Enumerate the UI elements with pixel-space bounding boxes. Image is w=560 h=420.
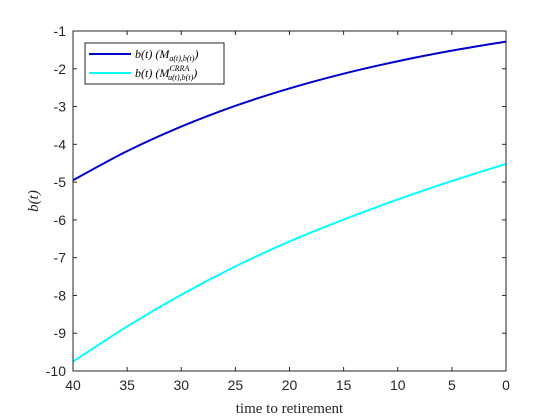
x-axis-label: time to retirement	[236, 401, 344, 417]
x-tick-label: 25	[228, 377, 244, 393]
legend-entry-1: b(t) (Ma(t),b(t))	[135, 47, 198, 63]
x-tick-label: 15	[336, 377, 352, 393]
series-line-2	[72, 163, 507, 363]
legend-entry-main: b(t) (M	[135, 47, 170, 61]
legend-entry-close: )	[192, 66, 197, 80]
legend-entry-close: )	[193, 47, 198, 61]
y-tick-label: -8	[54, 287, 67, 303]
x-tick-label: 40	[65, 377, 81, 393]
y-tick-label: -1	[54, 23, 67, 39]
legend-entry-subscript: a(t),b(t)	[169, 54, 194, 63]
x-tick-label: 30	[173, 377, 189, 393]
y-tick-label: -9	[54, 325, 67, 341]
x-tick-label: 35	[119, 377, 135, 393]
series-layer	[72, 40, 507, 363]
x-tick-label: 10	[390, 377, 406, 393]
y-tick-label: -6	[54, 212, 67, 228]
legend-entry-subscript: a(t),b(t)	[168, 73, 193, 82]
legend: b(t) (Ma(t),b(t))b(t) (MCRRA a(t),b(t))	[84, 42, 225, 85]
legend-box	[84, 42, 225, 85]
legend-entry-main: b(t) (M	[135, 66, 170, 80]
x-tick-label: 5	[448, 377, 456, 393]
y-tick-label: -5	[54, 174, 67, 190]
y-tick-label: -10	[46, 363, 66, 379]
series-line-1	[72, 40, 507, 182]
legend-entry-superscript: CRRA	[169, 64, 189, 73]
y-tick-label: -3	[54, 99, 67, 115]
legend-entry-2: b(t) (MCRRA a(t),b(t))	[135, 64, 197, 82]
y-tick-label: -7	[54, 250, 67, 266]
x-tick-label: 20	[282, 377, 298, 393]
x-tick-label: 0	[502, 377, 510, 393]
y-tick-label: -2	[54, 61, 67, 77]
y-tick-label: -4	[54, 136, 67, 152]
ticks-layer: 40 35 30 25 20 15 10 5 0 -1 -2 -3 -4 -5 -6 -7 -8 -9 -10	[46, 23, 510, 393]
y-axis-label: b(t)	[26, 190, 42, 212]
